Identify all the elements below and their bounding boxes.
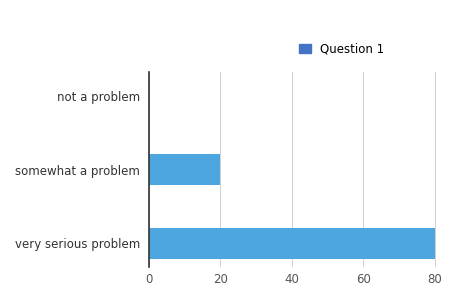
Bar bbox=[149, 228, 435, 259]
Bar bbox=[149, 154, 220, 185]
Legend: Question 1: Question 1 bbox=[299, 42, 384, 56]
